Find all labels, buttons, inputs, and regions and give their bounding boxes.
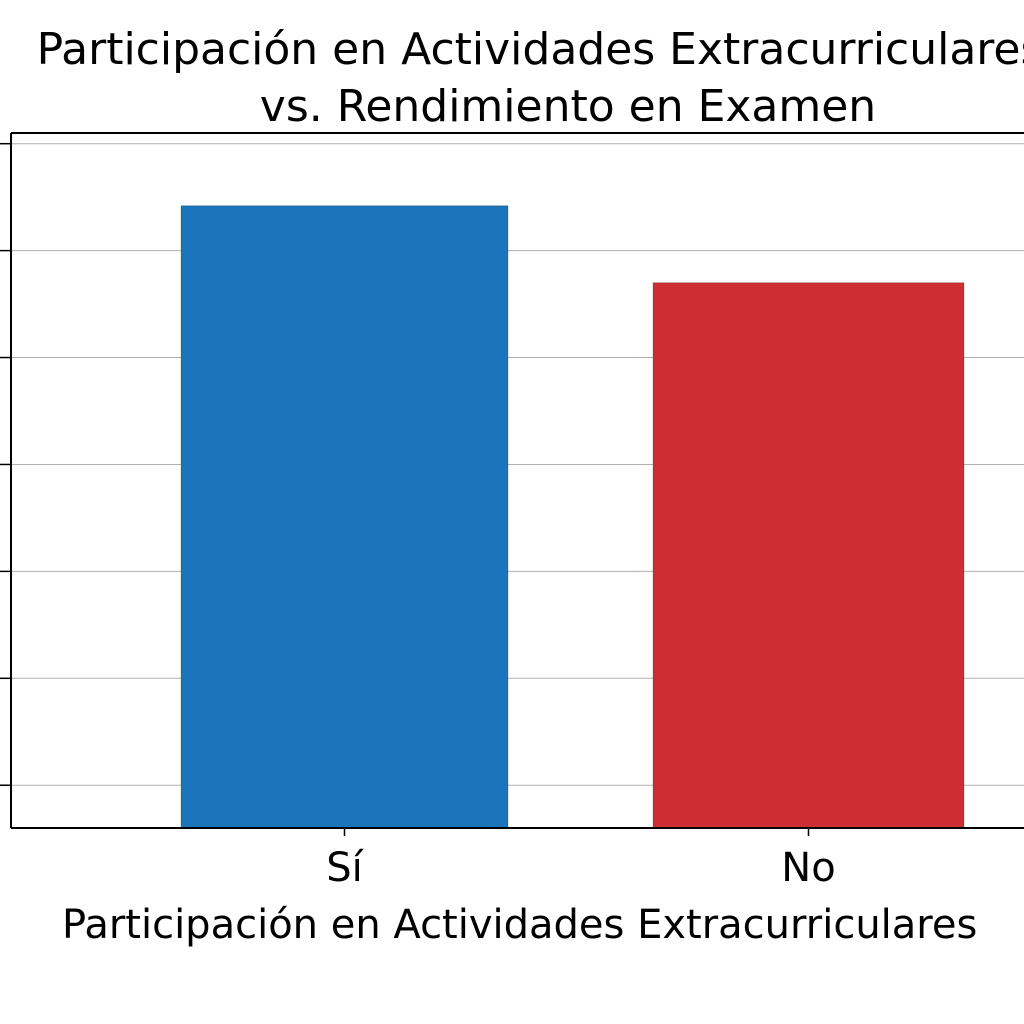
x-ticks: Sí No — [326, 828, 836, 891]
grid-lines — [11, 143, 1024, 786]
x-axis-label: Participación en Actividades Extracurric… — [62, 902, 977, 948]
x-tick-label-0: Sí — [326, 845, 364, 891]
chart-title-line-2: vs. Rendimiento en Examen — [260, 81, 876, 132]
bars — [180, 205, 965, 829]
chart-title-line-1: Participación en Actividades Extracurric… — [37, 24, 1024, 75]
bar-1 — [652, 282, 965, 829]
bar-0 — [180, 205, 509, 829]
y-ticks — [0, 142, 11, 786]
x-tick-label-1: No — [781, 845, 835, 891]
